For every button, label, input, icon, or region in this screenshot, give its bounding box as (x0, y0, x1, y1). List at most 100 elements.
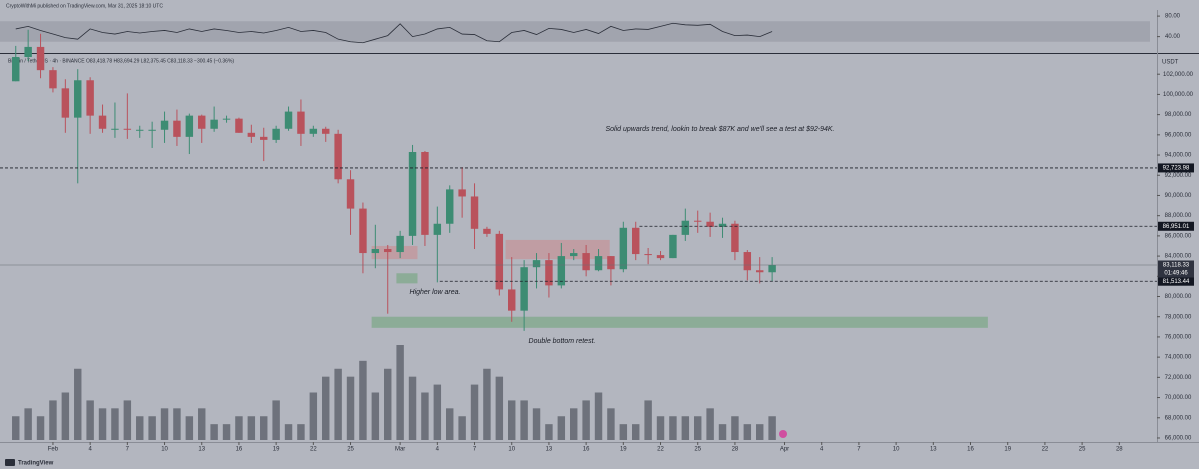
y-tick-label: 92,000.00 (1165, 173, 1192, 179)
x-tick-label: 25 (694, 447, 701, 453)
currency-label: USDT (1162, 60, 1179, 66)
volume-bar (297, 424, 305, 440)
candle-body (322, 128, 330, 134)
volume-bar (74, 368, 82, 440)
y-tick-label: 98,000.00 (1165, 112, 1192, 118)
volume-bar (470, 384, 479, 440)
volume-bar (582, 400, 590, 440)
x-tick-label: 19 (620, 447, 627, 453)
zone (371, 245, 418, 260)
candle-body (570, 253, 578, 257)
level-label: 92,723.98 (1163, 166, 1190, 172)
candle-body (706, 221, 714, 227)
candle-body (272, 128, 280, 140)
candle-body (731, 223, 739, 253)
candle-body (755, 270, 764, 273)
volume-bar (36, 416, 45, 440)
volume-bar (532, 408, 541, 440)
candle-body (346, 179, 355, 209)
candle-body (284, 111, 293, 129)
header: CryptoWithMi published on TradingView.co… (6, 3, 163, 9)
logo-icon (5, 459, 15, 466)
candle-body (136, 129, 144, 131)
volume-bar (458, 416, 466, 440)
x-tick-label: 22 (657, 447, 664, 453)
volume-bar (173, 408, 181, 440)
volume-bar (284, 424, 293, 440)
current-price-box (1158, 260, 1194, 278)
candle-body (743, 252, 752, 271)
volume-bar (495, 376, 504, 440)
candle-body (718, 223, 727, 227)
volume-bar (309, 392, 318, 440)
rsi-tick-label: 40.00 (1165, 34, 1181, 40)
volume-bar (446, 408, 454, 440)
volume-bar (768, 416, 776, 440)
volume-bar (632, 424, 640, 440)
footer-logo: TradingView (18, 461, 54, 467)
volume-bar (111, 408, 119, 440)
candle-body (222, 118, 231, 120)
rsi-band (0, 21, 1150, 42)
annotation: Higher low area. (410, 289, 461, 296)
volume-bar (260, 416, 268, 440)
x-tick-label: 7 (473, 447, 477, 453)
y-tick-label: 66,000.00 (1165, 436, 1192, 442)
y-tick-label: 88,000.00 (1165, 213, 1192, 219)
y-tick-label: 74,000.00 (1165, 355, 1192, 361)
volume-bar (421, 392, 429, 440)
volume-bar (272, 400, 280, 440)
x-tick-label: 22 (1042, 447, 1049, 453)
candle-body (173, 120, 181, 137)
x-tick-label: 19 (1004, 447, 1011, 453)
x-tick-label: 13 (930, 447, 937, 453)
candle-body (247, 132, 256, 137)
volume-bar (24, 408, 32, 440)
candle-body (532, 260, 541, 268)
x-tick-label: 25 (1079, 447, 1086, 453)
volume-bar (346, 376, 355, 440)
candle-body (458, 189, 466, 197)
y-tick-label: 72,000.00 (1165, 375, 1192, 381)
candle-body (260, 136, 268, 140)
volume-bar (545, 424, 553, 440)
volume-bar (210, 424, 218, 440)
candle-body (508, 289, 516, 311)
annotation: Solid upwards trend, lookin to break $87… (606, 126, 835, 133)
volume-bar (557, 416, 566, 440)
candle-body (408, 152, 417, 236)
volume-bar (247, 416, 256, 440)
volume-bar (61, 392, 70, 440)
x-tick-label: 4 (88, 447, 92, 453)
y-tick-label: 70,000.00 (1165, 395, 1192, 401)
volume-bar (371, 392, 380, 440)
candle-body (495, 233, 504, 290)
level-label: 86,951.01 (1163, 224, 1190, 230)
volume-bar (681, 416, 690, 440)
volume-bar (570, 408, 578, 440)
volume-bar (520, 400, 528, 440)
y-tick-label: 76,000.00 (1165, 335, 1192, 341)
candle-body (148, 129, 156, 131)
event-icon[interactable] (779, 430, 787, 438)
x-tick-label: 10 (893, 447, 900, 453)
candle-body (12, 57, 20, 82)
volume-bar (433, 384, 442, 440)
candle-body (384, 249, 392, 253)
candle-body (74, 80, 82, 118)
y-tick-label: 96,000.00 (1165, 132, 1192, 138)
x-tick-label: 16 (583, 447, 590, 453)
volume-bar (160, 408, 169, 440)
candle-body (123, 128, 132, 130)
volume-bar (136, 416, 144, 440)
x-tick-label: 7 (857, 447, 861, 453)
volume-bar (359, 360, 367, 440)
level-label-box (1158, 221, 1194, 231)
x-tick-label: 16 (967, 447, 974, 453)
candle-body (61, 88, 70, 118)
candle-body (669, 234, 677, 259)
x-tick-label: 25 (347, 447, 354, 453)
